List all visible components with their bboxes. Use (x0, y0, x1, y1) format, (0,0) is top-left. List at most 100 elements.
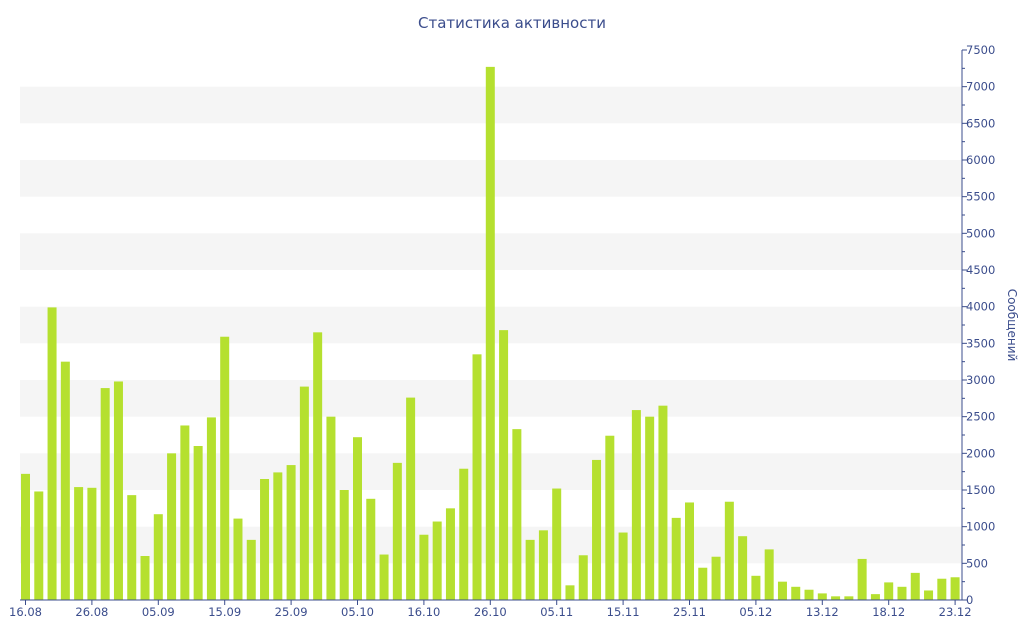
bars (21, 66, 960, 601)
bar (485, 66, 495, 601)
bar (552, 488, 562, 600)
bar (180, 425, 190, 600)
y-tick-label: 2000 (966, 446, 995, 460)
x-axis-ticks: 16.08 26.08 05.09 15.09 25.09 05.10 16.10 26.10… (9, 600, 972, 619)
y-tick-label: 6500 (966, 116, 995, 130)
bar (671, 517, 681, 600)
y-tick-label: 500 (966, 556, 988, 570)
bar (260, 479, 270, 600)
bar (100, 388, 110, 600)
bar (884, 582, 894, 600)
y-tick-label: 3500 (966, 336, 995, 350)
x-tick-label: 25.11 (673, 605, 706, 619)
y-tick-label: 7000 (966, 80, 995, 94)
bar (857, 558, 867, 600)
bar (193, 446, 203, 600)
bar (910, 572, 920, 600)
bar (167, 453, 177, 600)
bar (525, 539, 535, 600)
y-tick-label: 3000 (966, 373, 995, 387)
y-tick-label: 0 (966, 593, 973, 607)
bar (950, 577, 960, 600)
bar (153, 514, 163, 600)
bar (631, 410, 641, 600)
bar (419, 534, 429, 600)
y-axis-ticks: 0 500 1000 1500 2000 2500 3000 3500 4000 4500 5000… (962, 43, 995, 607)
bar (658, 405, 668, 600)
x-tick-label: 23.12 (939, 605, 972, 619)
bar (339, 490, 349, 600)
bar (406, 397, 416, 600)
y-tick-label: 5000 (966, 226, 995, 240)
bar (379, 554, 389, 600)
bar (817, 593, 827, 600)
bar (724, 501, 734, 600)
bar (618, 532, 628, 600)
bar (326, 416, 336, 600)
y-tick-label: 6000 (966, 153, 995, 167)
bar (459, 468, 469, 600)
bar (21, 473, 30, 600)
bar (538, 530, 548, 600)
x-tick-label: 26.10 (474, 605, 507, 619)
bar (140, 556, 150, 600)
bar (445, 508, 455, 600)
bar (897, 586, 907, 600)
bar (578, 555, 588, 600)
bar (87, 487, 97, 600)
bar (366, 498, 376, 600)
x-tick-label: 25.09 (275, 605, 308, 619)
bar (711, 556, 721, 600)
y-axis-title: Сообщений (1005, 289, 1019, 362)
x-tick-label: 26.08 (75, 605, 108, 619)
bar (432, 521, 442, 600)
bar (924, 590, 934, 600)
bar (286, 465, 296, 600)
x-tick-label: 18.12 (872, 605, 905, 619)
y-tick-label: 1000 (966, 520, 995, 534)
bar (738, 536, 748, 600)
bar (273, 472, 283, 600)
bar (592, 459, 602, 600)
x-tick-label: 05.12 (739, 605, 772, 619)
y-tick-label: 4500 (966, 263, 995, 277)
y-tick-label: 2500 (966, 410, 995, 424)
x-tick-label: 15.11 (607, 605, 640, 619)
bar (113, 381, 123, 600)
bar (937, 578, 947, 600)
x-tick-label: 13.12 (806, 605, 839, 619)
bar (127, 495, 137, 600)
x-tick-label: 15.09 (208, 605, 241, 619)
bar (751, 575, 761, 600)
bar (804, 589, 814, 600)
bar (299, 386, 309, 600)
bar (645, 416, 655, 600)
bar (246, 539, 256, 600)
x-tick-label: 05.11 (540, 605, 573, 619)
x-tick-label: 16.10 (407, 605, 440, 619)
x-tick-label: 05.09 (142, 605, 175, 619)
bar (565, 585, 575, 600)
bar (791, 586, 801, 600)
y-tick-label: 4000 (966, 300, 995, 314)
y-tick-label: 7500 (966, 43, 995, 57)
y-tick-label: 1500 (966, 483, 995, 497)
x-tick-label: 05.10 (341, 605, 374, 619)
bar (764, 549, 774, 600)
bar (60, 361, 70, 600)
bar (499, 330, 509, 600)
x-tick-label: 16.08 (9, 605, 42, 619)
bar (392, 462, 402, 600)
bar (220, 336, 230, 600)
bar (831, 596, 841, 600)
bar (870, 594, 880, 600)
bar (34, 491, 44, 600)
bar (47, 307, 57, 600)
bar (777, 581, 787, 600)
bar (844, 596, 854, 600)
bar (233, 518, 243, 600)
bar (353, 437, 362, 600)
bar (605, 435, 615, 600)
y-tick-label: 5500 (966, 190, 995, 204)
